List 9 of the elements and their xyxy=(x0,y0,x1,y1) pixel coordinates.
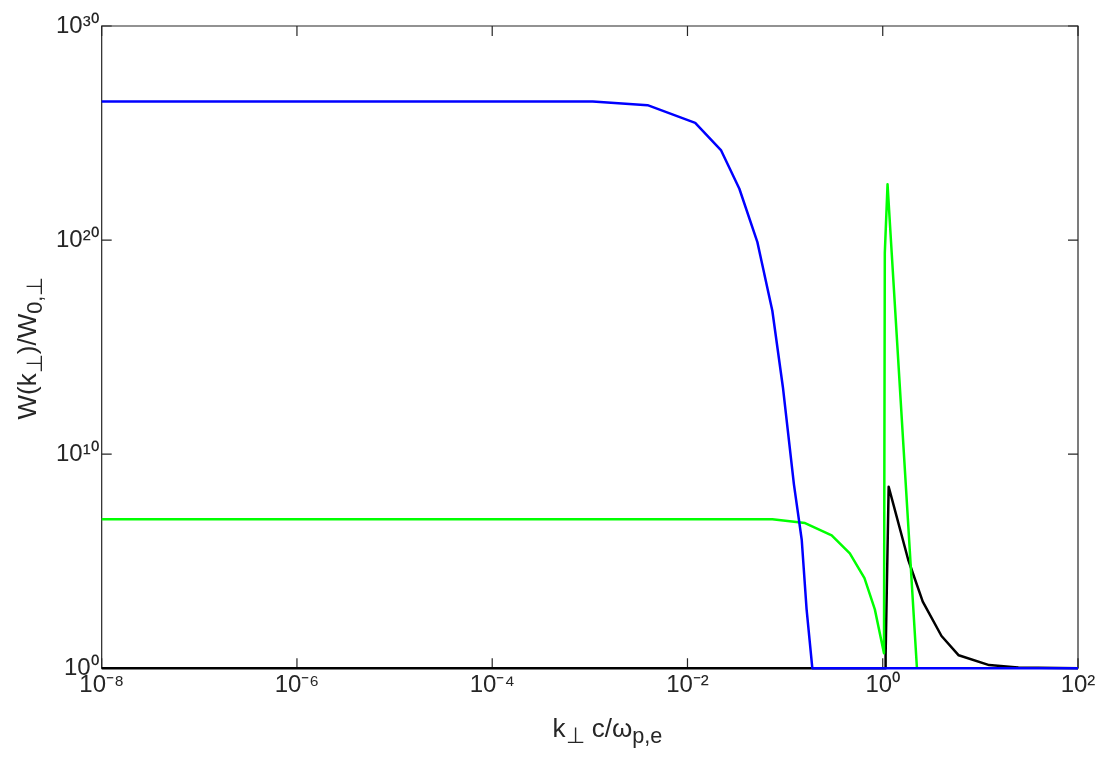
y-tick-label: 10³⁰ xyxy=(56,10,99,38)
x-axis-title: k$_{⊥}$ c/ω$_{p,e}$ xyxy=(551,713,664,750)
x-tick-label: 10⁻² xyxy=(666,670,709,698)
x-tick-label: 10⁰ xyxy=(865,670,901,698)
x-tick-label: 10² xyxy=(1060,670,1096,698)
y-tick-label: 10¹⁰ xyxy=(56,438,99,466)
x-tick-label: 10⁻⁶ xyxy=(274,670,320,698)
x-tick-label: 10⁻⁴ xyxy=(469,670,515,698)
y-tick-label: 10²⁰ xyxy=(56,224,99,252)
